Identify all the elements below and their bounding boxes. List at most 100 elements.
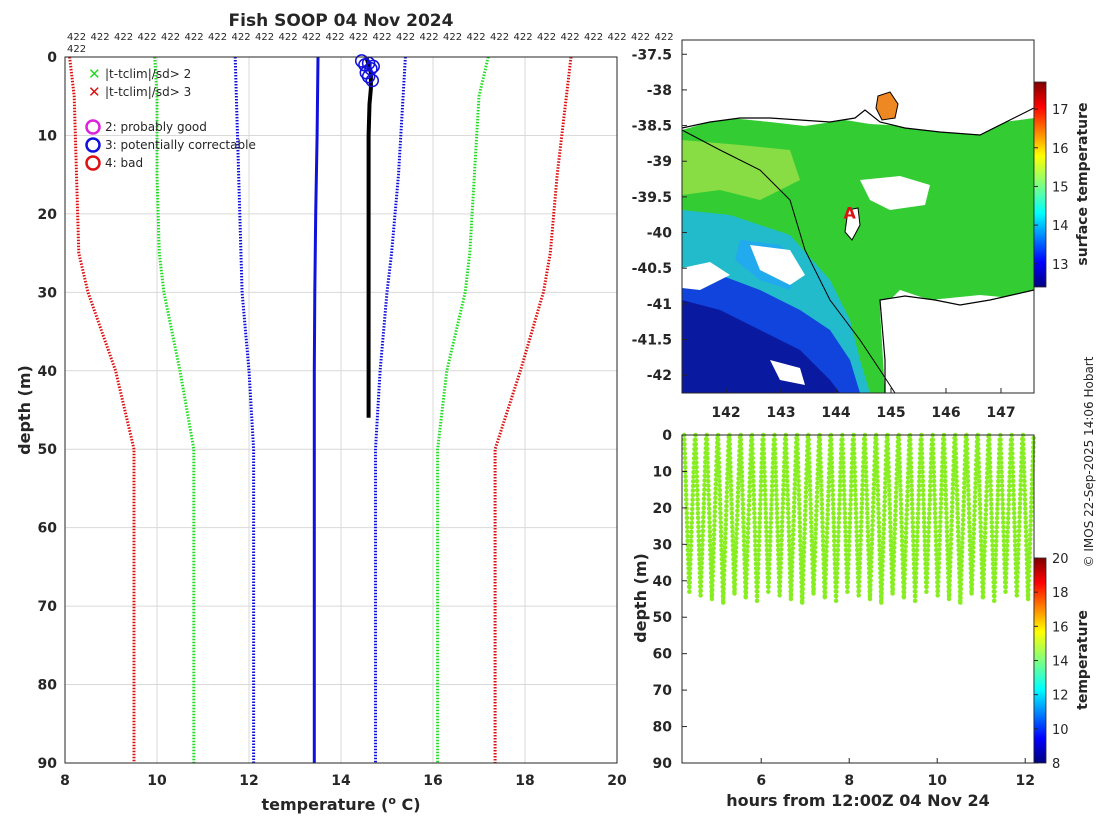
colorbar-tick-label: 12 bbox=[1052, 689, 1069, 704]
series-line bbox=[312, 56, 320, 763]
map-y-tick-label: -42 bbox=[647, 368, 672, 384]
warm-patch bbox=[875, 91, 899, 121]
legend-circle-blue-icon bbox=[85, 137, 101, 153]
station-label: 422 bbox=[631, 32, 650, 43]
transect-profile bbox=[743, 433, 754, 600]
x-tick-label: 10 bbox=[147, 773, 167, 789]
station-label: 422 bbox=[396, 32, 415, 43]
profile-top-labels: 422 422 422 422 422 422 422 422 422 422 422 422 422 4… bbox=[67, 32, 674, 55]
series-line bbox=[493, 56, 573, 763]
transect-y-tick-label: 60 bbox=[653, 647, 673, 663]
transect-x-tick-label: 8 bbox=[844, 773, 854, 789]
station-label: 422 bbox=[373, 32, 392, 43]
transect-y-tick-label: 30 bbox=[653, 537, 673, 553]
legend-label: 4: bad bbox=[105, 156, 143, 170]
legend-label: 3: potentially correctable bbox=[105, 138, 256, 152]
transect-x-tick-label: 12 bbox=[1015, 773, 1034, 789]
transect-y-tick-label: 0 bbox=[662, 428, 672, 444]
transect-profile bbox=[799, 434, 811, 605]
transect-x-tick-label: 10 bbox=[927, 773, 947, 789]
colorbar-tick-label: 14 bbox=[1052, 219, 1069, 234]
x-tick-label: 20 bbox=[607, 773, 627, 789]
transect-profile bbox=[930, 432, 940, 595]
mainland-coastline bbox=[682, 107, 1034, 136]
transect-profile bbox=[709, 434, 720, 602]
transect-x-tick-label: 6 bbox=[756, 773, 766, 789]
flag-point bbox=[365, 73, 380, 88]
transect-profile bbox=[693, 432, 703, 595]
transect-profile bbox=[833, 436, 844, 604]
profile-ylabel: depth (m) bbox=[15, 365, 34, 455]
transect-profile bbox=[919, 432, 929, 591]
station-label: 422 bbox=[349, 32, 368, 43]
legend-circle-red-icon bbox=[85, 155, 101, 171]
transect-profile bbox=[873, 432, 884, 604]
transect-profile bbox=[879, 434, 890, 605]
transect-profile bbox=[715, 432, 726, 604]
transect-profile bbox=[732, 433, 743, 596]
map-y-tick-label: -39.5 bbox=[632, 190, 672, 206]
transect-profile bbox=[980, 433, 991, 600]
transect-y-tick-label: 50 bbox=[653, 610, 673, 626]
transect-profile bbox=[687, 436, 698, 594]
transect-profile bbox=[840, 432, 850, 591]
transect-profile bbox=[885, 432, 895, 595]
station-label: 422 bbox=[185, 32, 204, 43]
y-tick-label: 50 bbox=[38, 442, 58, 458]
profile-chart: Fish SOOP 04 Nov 2024 422 422 422 422 422 422… bbox=[15, 11, 674, 814]
map-x-tick-label: 146 bbox=[931, 405, 960, 421]
transect-profile bbox=[828, 432, 839, 600]
cloud-patch-1 bbox=[860, 176, 930, 210]
flag-point bbox=[354, 54, 369, 68]
transect-profile bbox=[946, 434, 957, 602]
land-tasmania bbox=[880, 290, 1034, 393]
transect-profile bbox=[896, 432, 907, 600]
colorbar-tick-label: 13 bbox=[1052, 258, 1069, 273]
transect-profile bbox=[901, 433, 912, 600]
station-label: 422 bbox=[161, 32, 180, 43]
transect-profile bbox=[681, 432, 692, 591]
station-label: 422 bbox=[537, 32, 556, 43]
tasmania-coastline bbox=[879, 289, 1034, 393]
station-label: 422 bbox=[91, 32, 110, 43]
legend-item-cross-red: ✕ |t-tclim|/sd> 3 bbox=[88, 83, 191, 101]
station-label: 422 bbox=[208, 32, 227, 43]
map-x-tick-label: 147 bbox=[986, 405, 1015, 421]
transect-y-tick-label: 40 bbox=[653, 574, 673, 590]
map-y-tick-label: -41.5 bbox=[632, 333, 672, 349]
transect-profile bbox=[754, 436, 765, 604]
transect-profile bbox=[935, 435, 946, 598]
transect-profile bbox=[698, 435, 709, 598]
transect-profile bbox=[998, 432, 1008, 591]
x-tick-label: 12 bbox=[239, 773, 258, 789]
map-plot-area: A bbox=[682, 40, 1034, 393]
transect-profile bbox=[788, 434, 799, 602]
series-line bbox=[374, 56, 407, 763]
station-label: 422 bbox=[443, 32, 462, 43]
transect-profile bbox=[749, 432, 760, 600]
station-label: 422 bbox=[467, 32, 486, 43]
flag-point bbox=[361, 69, 376, 84]
profile-axes-box bbox=[64, 56, 618, 764]
colorbar-tick-label: 15 bbox=[1052, 180, 1069, 195]
transect-y-tick-label: 90 bbox=[653, 756, 673, 772]
station-label: 422 bbox=[67, 32, 86, 43]
transect-profile bbox=[783, 432, 794, 600]
transect-profile bbox=[761, 432, 771, 591]
transect-profile bbox=[862, 432, 873, 600]
station-label: 422 bbox=[138, 32, 157, 43]
y-tick-label: 80 bbox=[38, 678, 58, 694]
legend-circle-magenta-icon bbox=[85, 119, 101, 135]
y-tick-label: 60 bbox=[38, 521, 58, 537]
transect-profile bbox=[952, 432, 963, 604]
colorbar-tick-label: 16 bbox=[1052, 620, 1069, 635]
transect-chart: 6 8 10 12 0 10 20 30 40 50 60 70 80 90 hours from 12:… bbox=[631, 428, 1091, 810]
legend-label: |t-tclim|/sd> 2 bbox=[105, 67, 191, 81]
transect-profile bbox=[1003, 436, 1014, 594]
transect-profile bbox=[772, 432, 782, 595]
map-y-tick-label: -37.5 bbox=[632, 47, 672, 63]
transect-profile bbox=[856, 435, 867, 598]
transect-y-tick-label: 70 bbox=[653, 683, 673, 699]
series-line bbox=[153, 56, 196, 763]
